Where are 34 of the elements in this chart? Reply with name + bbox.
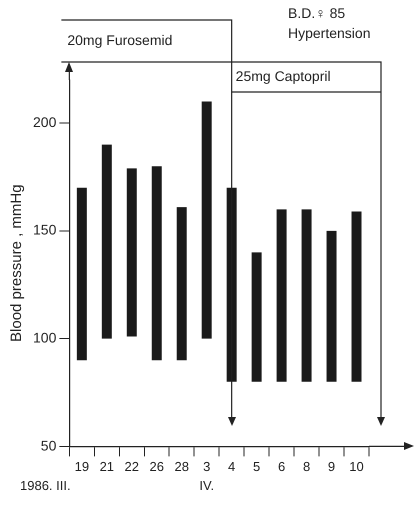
ref-line-label: 25mg Captopril xyxy=(236,68,331,84)
bar xyxy=(152,166,162,360)
x-tick-label: 3 xyxy=(203,458,210,474)
bar xyxy=(126,168,137,336)
bar xyxy=(252,252,262,382)
text: Hypertension xyxy=(288,24,370,41)
x-tick-label: 10 xyxy=(349,458,364,474)
x-tick-label: 26 xyxy=(150,458,164,474)
bar xyxy=(352,211,362,382)
x-tick-label: 21 xyxy=(100,458,114,474)
bar xyxy=(326,230,337,382)
text: IV. xyxy=(199,478,214,493)
bar xyxy=(76,188,87,360)
y-tick-label: 200 xyxy=(33,114,57,130)
y-tick-label: 100 xyxy=(33,329,57,346)
x-tick-label: 22 xyxy=(124,458,140,474)
x-tick-label: 8 xyxy=(302,458,310,474)
x-tick-label: 28 xyxy=(174,458,189,474)
bar xyxy=(176,207,187,360)
x-tick-label: 5 xyxy=(253,458,260,474)
y-tick-label: 150 xyxy=(33,222,57,238)
bar xyxy=(276,209,287,382)
text: 20mg Furosemid xyxy=(67,32,172,48)
text: B.D.♀ 85 xyxy=(288,4,346,21)
bar xyxy=(202,102,212,339)
bar xyxy=(102,144,112,339)
text: 1986. III. xyxy=(20,478,71,493)
y-tick-label: 50 xyxy=(40,437,57,454)
x-tick-label: 6 xyxy=(278,458,286,474)
x-tick-label: 9 xyxy=(328,458,336,474)
x-tick-label: 19 xyxy=(74,458,90,474)
x-tick-label: 4 xyxy=(228,458,236,474)
y-axis-title: Blood pressure , mmHg xyxy=(8,184,26,342)
bar xyxy=(302,209,312,382)
